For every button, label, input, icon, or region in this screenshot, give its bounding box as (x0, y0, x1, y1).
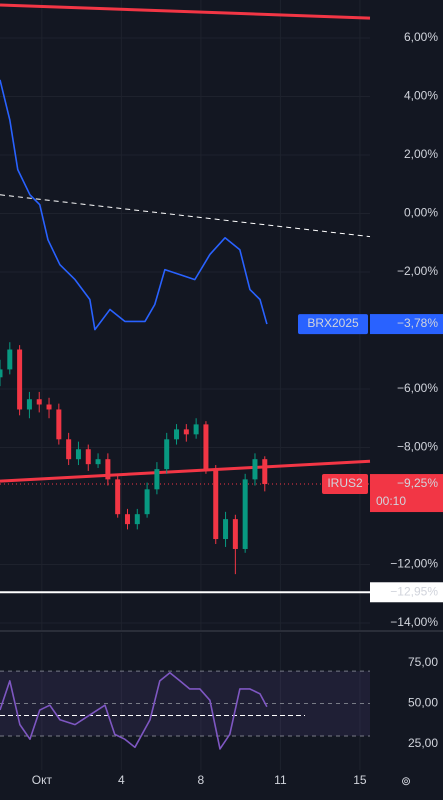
candle-body (232, 519, 238, 549)
candle-body (174, 429, 180, 440)
series-tag-name: BRX2025 (307, 316, 359, 330)
trendline (0, 3, 371, 20)
price-tag-label: −9,25% (397, 476, 438, 490)
candle-body (17, 349, 23, 410)
y-tick-label: −6,00% (397, 381, 438, 395)
candle-body (252, 459, 258, 480)
candle-body (7, 349, 13, 370)
y-tick-label: −12,00% (390, 557, 438, 571)
y-tick-label: 2,00% (404, 147, 438, 161)
candle-body (262, 459, 268, 485)
candle-body (134, 514, 140, 525)
settings-icon[interactable]: ⊚ (401, 774, 411, 788)
candle-body (115, 479, 121, 515)
series-tag (298, 314, 368, 335)
price-tag (370, 474, 443, 513)
candle-body (26, 399, 32, 410)
y-tick-label: −2,00% (397, 264, 438, 278)
y-tick-label: 0,00% (404, 206, 438, 220)
trendline (0, 459, 371, 483)
y-tick-label: 25,00 (408, 736, 438, 750)
candle-body (46, 404, 52, 410)
x-tick-label: 15 (353, 773, 367, 787)
series-line (0, 671, 268, 750)
price-tag-label: −3,78% (397, 316, 438, 330)
series-line (0, 79, 268, 331)
candle-body (124, 514, 130, 525)
y-tick-label: 75,00 (408, 655, 438, 669)
candle-body (154, 469, 160, 490)
price-tag (370, 314, 443, 335)
y-tick-label: −8,00% (397, 440, 438, 454)
x-tick-label: Окт (32, 773, 53, 787)
x-tick-label: 4 (118, 773, 125, 787)
price-tag-timer: 00:10 (376, 494, 406, 508)
candle-body (242, 479, 248, 549)
candle-body (203, 424, 209, 470)
y-tick-label: 6,00% (404, 30, 438, 44)
candle-body (144, 489, 150, 515)
series-tag-name: IRUS2 (327, 476, 363, 490)
candle-body (223, 519, 229, 540)
x-tick-label: 11 (274, 773, 287, 787)
candle-body (75, 449, 81, 460)
y-tick-label: 50,00 (408, 696, 438, 710)
candle-body (66, 439, 72, 460)
candle-body (36, 399, 42, 405)
candle-body (183, 429, 189, 435)
y-tick-label: −14,00% (390, 615, 438, 629)
candle-body (193, 424, 199, 435)
candle-body (56, 409, 62, 440)
x-tick-label: 8 (198, 773, 205, 787)
candle-body (85, 449, 91, 465)
candle-body (164, 439, 170, 470)
trendline (0, 194, 371, 238)
price-tag (370, 582, 443, 603)
candle-body (0, 369, 3, 378)
candle-body (213, 469, 219, 540)
candle-body (105, 459, 111, 480)
series-tag (322, 474, 368, 495)
price-tag-label: −12,95% (390, 584, 438, 598)
candle-body (95, 459, 101, 465)
y-tick-label: 4,00% (404, 89, 438, 103)
